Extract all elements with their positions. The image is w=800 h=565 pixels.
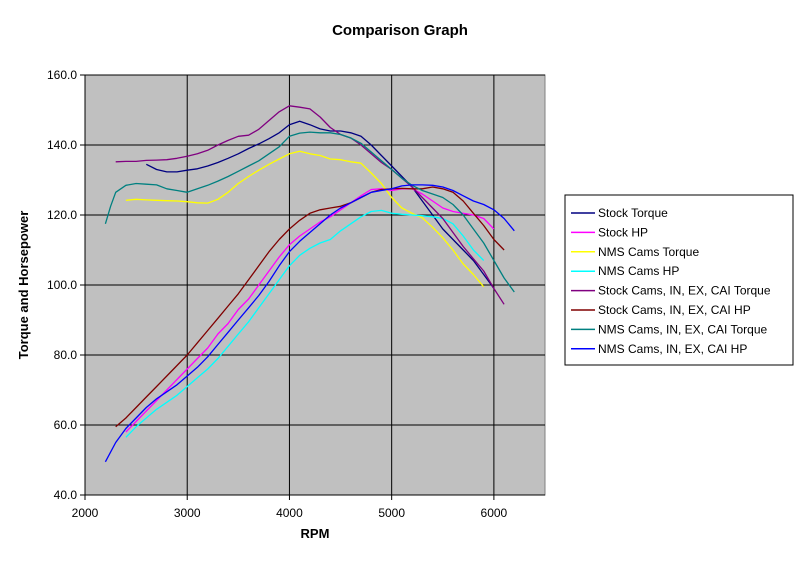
series-line-2 [125,188,495,433]
series-line-8 [104,184,515,463]
series-line-5 [115,105,505,305]
legend-label: Stock Cams, IN, EX, CAI HP [598,303,751,317]
y-tick-label: 120.0 [47,208,77,222]
x-tick-label: 3000 [174,506,201,520]
legend: Stock Torque Stock HP NMS Cams Torque NMS C… [564,194,794,366]
legend-label: Stock Cams, IN, EX, CAI Torque [598,284,771,298]
legend-label: NMS Cams HP [598,264,679,278]
y-tick-label: 100.0 [47,278,77,292]
y-tick-label: 40.0 [54,488,78,502]
axes: 40.0 60.0 80.0 100.0 120.0 140.0 160.0 2000 3000… [47,68,545,520]
legend-label: NMS Cams Torque [598,245,699,259]
series-line-1 [146,120,495,289]
legend-label: NMS Cams, IN, EX, CAI HP [598,342,747,356]
x-tick-label: 5000 [378,506,405,520]
y-axis-title: Torque and Horsepower [16,211,31,360]
x-tick-label: 2000 [72,506,99,520]
x-tick-label: 4000 [276,506,303,520]
legend-label: Stock HP [598,225,648,239]
y-tick-label: 80.0 [54,348,78,362]
legend-box [564,194,794,366]
x-tick-label: 6000 [481,506,508,520]
series-line-7 [104,131,515,293]
y-tick-label: 60.0 [54,418,78,432]
chart-title: Comparison Graph [332,22,468,39]
y-tick-label: 140.0 [47,138,77,152]
series-line-3 [125,150,485,288]
series-line-4 [125,209,485,438]
legend-label: Stock Torque [598,206,668,220]
y-tick-label: 160.0 [47,68,77,82]
legend-label: NMS Cams, IN, EX, CAI Torque [598,322,767,336]
x-axis-title: RPM [301,526,330,541]
series-line-6 [115,186,505,428]
series-lines [104,105,515,463]
